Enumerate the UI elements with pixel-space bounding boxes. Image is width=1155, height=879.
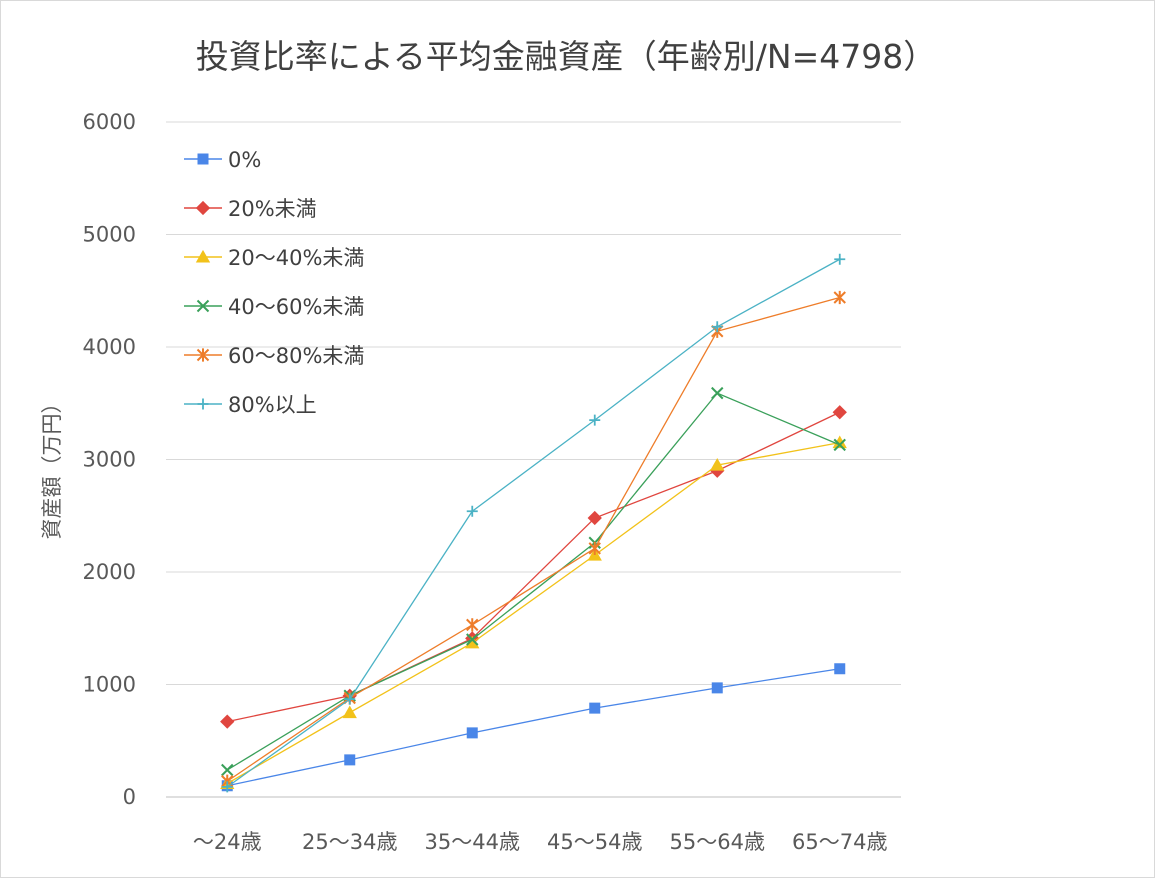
data-point [195, 249, 211, 263]
data-point [221, 763, 234, 777]
x-tick-label: 35～44歳 [425, 830, 520, 854]
legend-label: 20～40%未満 [228, 246, 364, 270]
data-point [711, 682, 723, 694]
series-line [227, 411, 841, 723]
series [221, 253, 846, 793]
data-point [196, 299, 210, 313]
data-point [196, 348, 210, 362]
legend-item: 80%以上 [184, 393, 317, 417]
data-point [832, 435, 847, 449]
data-point [466, 618, 479, 632]
legend-item: 20%未満 [184, 197, 317, 221]
series-line [226, 258, 841, 788]
data-point [589, 702, 601, 714]
data-point [466, 633, 479, 646]
data-point [344, 754, 356, 766]
data-point [711, 386, 724, 400]
series-lines [220, 253, 847, 793]
x-tick-label: 55～64歳 [670, 830, 765, 854]
y-axis-label: 資産額（万円） [40, 393, 64, 540]
legend-item: 20～40%未満 [184, 246, 364, 270]
legend: 0% 20%未満 20～40%未満 40～60%未満 60～80%未満 80%以上 [184, 148, 364, 417]
data-point [195, 200, 211, 216]
data-point [711, 321, 723, 333]
x-tick-label: 45～54歳 [547, 830, 642, 854]
legend-label: 80%以上 [228, 393, 317, 417]
data-point [342, 705, 357, 719]
legend-label: 60～80%未満 [228, 344, 364, 368]
data-point [834, 663, 846, 675]
y-tick-label: 6000 [83, 110, 136, 134]
data-point [832, 405, 847, 420]
gridlines [166, 121, 901, 798]
data-point [465, 635, 480, 649]
data-point [834, 253, 846, 265]
y-tick-label: 0 [123, 785, 136, 809]
data-point [466, 505, 478, 517]
data-point [197, 153, 209, 165]
series-line [226, 392, 841, 771]
data-point [833, 290, 846, 305]
data-point [833, 438, 846, 452]
series [220, 405, 847, 729]
y-tick-label: 4000 [83, 335, 136, 359]
series-line [227, 668, 840, 787]
series [221, 663, 846, 792]
data-point [197, 398, 209, 410]
y-tick-label: 2000 [83, 560, 136, 584]
data-point [588, 541, 601, 555]
y-tick-labels: 0 1000 2000 3000 4000 5000 6000 [83, 110, 136, 809]
data-point [221, 781, 233, 793]
y-tick-label: 5000 [83, 223, 136, 247]
data-point [589, 414, 601, 426]
x-tick-label: 25～34歳 [302, 830, 397, 854]
data-point [344, 693, 356, 705]
legend-label: 0% [228, 148, 261, 172]
series [221, 386, 846, 777]
data-point [710, 463, 725, 478]
legend-label: 20%未満 [228, 197, 317, 221]
series-line [226, 441, 840, 785]
chart-title: 投資比率による平均金融資産（年齢別/N=4798） [196, 37, 936, 76]
legend-item: 0% [184, 148, 261, 172]
legend-item: 60～80%未満 [184, 344, 364, 368]
legend-label: 40～60%未満 [228, 295, 364, 319]
legend-item: 40～60%未満 [184, 295, 364, 319]
data-point [220, 714, 235, 729]
y-tick-label: 3000 [83, 448, 136, 472]
x-tick-label: 65～74歳 [792, 830, 887, 854]
series-line [226, 296, 840, 782]
y-tick-label: 1000 [83, 673, 136, 697]
data-point [587, 510, 602, 526]
x-tick-label: ～24歳 [193, 830, 262, 854]
series [220, 435, 847, 789]
x-tick-labels: ～24歳 25～34歳 35～44歳 45～54歳 55～64歳 65～74歳 [193, 830, 888, 854]
data-point [710, 457, 725, 471]
data-point [466, 727, 478, 739]
